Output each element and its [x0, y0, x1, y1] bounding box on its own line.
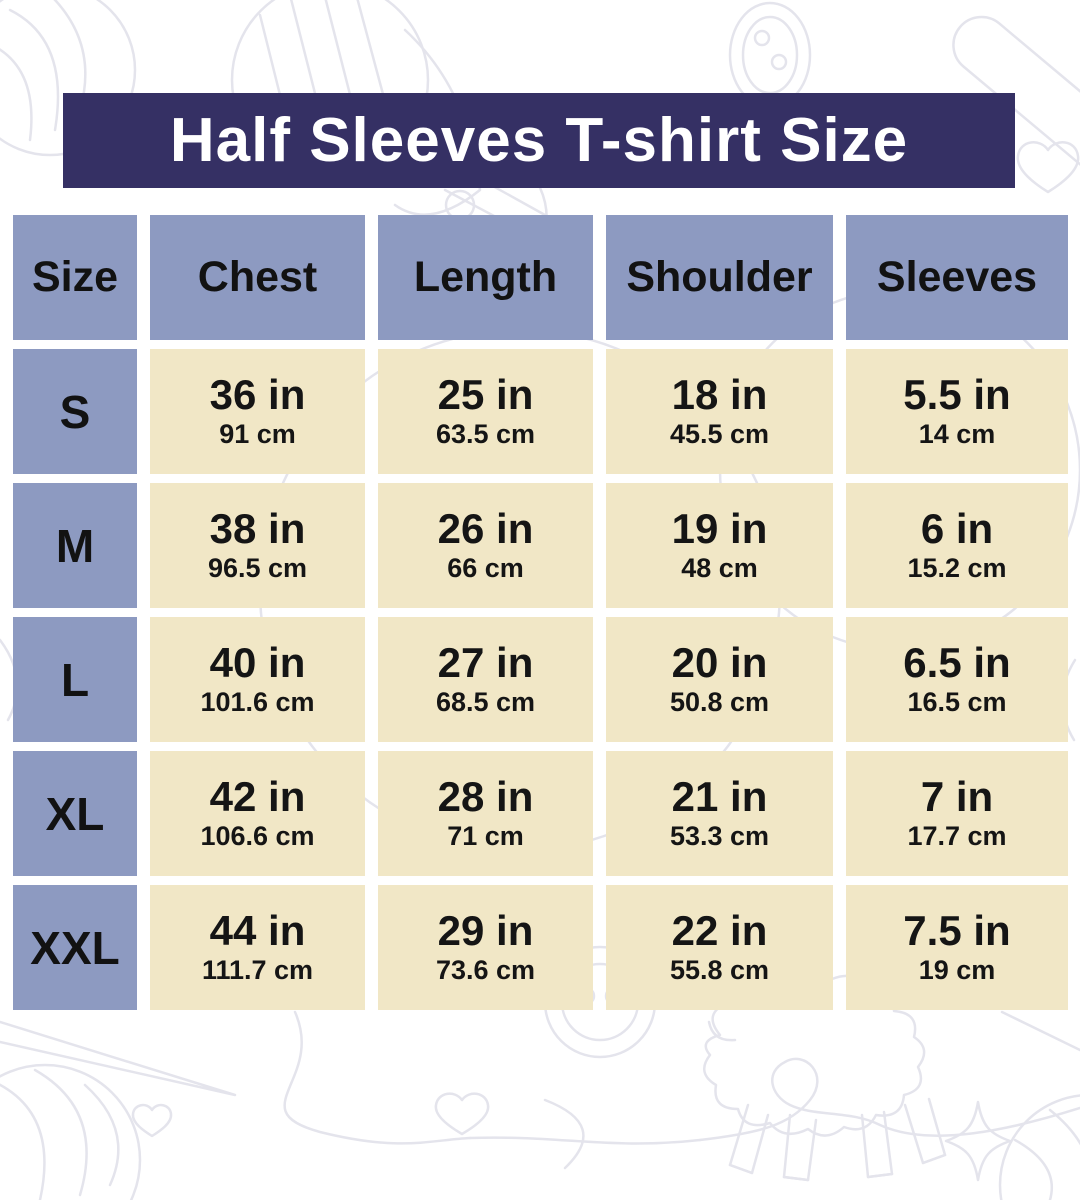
cell-m-sleeves: 6 in 15.2 cm [846, 483, 1068, 608]
needle-icon [0, 1020, 237, 1097]
value-cm: 96.5 cm [207, 553, 308, 584]
cell-l-chest: 40 in 101.6 cm [150, 617, 365, 742]
background-line [1000, 1010, 1080, 1052]
column-header-shoulder: Shoulder [606, 215, 833, 340]
column-header-sleeves: Sleeves [846, 215, 1068, 340]
value-cm: 63.5 cm [435, 419, 536, 450]
value-inches: 20 in [671, 639, 768, 687]
value-inches: 28 in [437, 773, 534, 821]
cell-l-length: 27 in 68.5 cm [378, 617, 593, 742]
cell-s-length: 25 in 63.5 cm [378, 349, 593, 474]
cell-s-chest: 36 in 91 cm [150, 349, 365, 474]
value-cm: 66 cm [447, 553, 524, 584]
title-banner: Half Sleeves T-shirt Size [63, 93, 1015, 188]
button-icon [728, 1, 812, 109]
value-cm: 68.5 cm [435, 687, 536, 718]
value-cm: 91 cm [219, 419, 296, 450]
row-label-l: L [13, 617, 137, 742]
cell-xxl-sleeves: 7.5 in 19 cm [846, 885, 1068, 1010]
cell-l-shoulder: 20 in 50.8 cm [606, 617, 833, 742]
cell-m-shoulder: 19 in 48 cm [606, 483, 833, 608]
value-inches: 7 in [920, 773, 994, 821]
value-inches: 29 in [437, 907, 534, 955]
value-inches: 27 in [437, 639, 534, 687]
cell-s-shoulder: 18 in 45.5 cm [606, 349, 833, 474]
thread-heart-icon [283, 1010, 1080, 1145]
value-cm: 15.2 cm [907, 553, 1007, 584]
heart-icon [131, 1103, 173, 1138]
value-cm: 111.7 cm [201, 955, 314, 986]
value-inches: 7.5 in [903, 907, 1011, 955]
column-header-size: Size [13, 215, 137, 340]
yarn-ball-icon [0, 1063, 142, 1200]
row-label-s: S [13, 349, 137, 474]
value-cm: 19 cm [918, 955, 996, 986]
value-inches: 5.5 in [903, 371, 1011, 419]
cell-xl-chest: 42 in 106.6 cm [150, 751, 365, 876]
row-label-xl: XL [13, 751, 137, 876]
heart-icon [434, 1092, 490, 1136]
value-cm: 73.6 cm [435, 955, 536, 986]
value-cm: 14 cm [918, 419, 996, 450]
value-cm: 48 cm [681, 553, 758, 584]
value-cm: 101.6 cm [200, 687, 315, 718]
value-cm: 106.6 cm [200, 821, 315, 852]
background-curve [543, 1098, 585, 1170]
value-inches: 38 in [209, 505, 306, 553]
row-label-xxl: XXL [13, 885, 137, 1010]
page-title: Half Sleeves T-shirt Size [169, 106, 909, 175]
value-cm: 17.7 cm [907, 821, 1007, 852]
value-cm: 55.8 cm [669, 955, 770, 986]
value-inches: 26 in [437, 505, 534, 553]
value-cm: 71 cm [447, 821, 524, 852]
sheep-icon [703, 968, 947, 1182]
value-inches: 22 in [671, 907, 768, 955]
yarn-ball-icon [998, 1094, 1080, 1200]
heart-icon [1016, 141, 1080, 194]
value-inches: 19 in [671, 505, 768, 553]
column-header-chest: Chest [150, 215, 365, 340]
value-inches: 18 in [671, 371, 768, 419]
value-cm: 50.8 cm [669, 687, 770, 718]
value-inches: 44 in [209, 907, 306, 955]
cell-xl-length: 28 in 71 cm [378, 751, 593, 876]
cell-s-sleeves: 5.5 in 14 cm [846, 349, 1068, 474]
cell-xxl-chest: 44 in 111.7 cm [150, 885, 365, 1010]
crochet-hook-icon [952, 15, 1080, 180]
row-label-m: M [13, 483, 137, 608]
cell-m-length: 26 in 66 cm [378, 483, 593, 608]
value-inches: 42 in [209, 773, 306, 821]
cell-xxl-shoulder: 22 in 55.8 cm [606, 885, 833, 1010]
size-table: Size Chest Length Shoulder Sleeves S 36 in 91 c… [13, 215, 1068, 1010]
sparkle-icon [944, 1100, 1012, 1182]
value-cm: 45.5 cm [669, 419, 770, 450]
value-cm: 53.3 cm [669, 821, 770, 852]
value-inches: 40 in [209, 639, 306, 687]
cell-m-chest: 38 in 96.5 cm [150, 483, 365, 608]
value-inches: 6.5 in [903, 639, 1011, 687]
value-inches: 36 in [209, 371, 306, 419]
cell-xl-shoulder: 21 in 53.3 cm [606, 751, 833, 876]
value-cm: 16.5 cm [907, 687, 1007, 718]
value-inches: 25 in [437, 371, 534, 419]
cell-xxl-length: 29 in 73.6 cm [378, 885, 593, 1010]
value-inches: 6 in [920, 505, 994, 553]
value-inches: 21 in [671, 773, 768, 821]
column-header-length: Length [378, 215, 593, 340]
cell-l-sleeves: 6.5 in 16.5 cm [846, 617, 1068, 742]
cell-xl-sleeves: 7 in 17.7 cm [846, 751, 1068, 876]
